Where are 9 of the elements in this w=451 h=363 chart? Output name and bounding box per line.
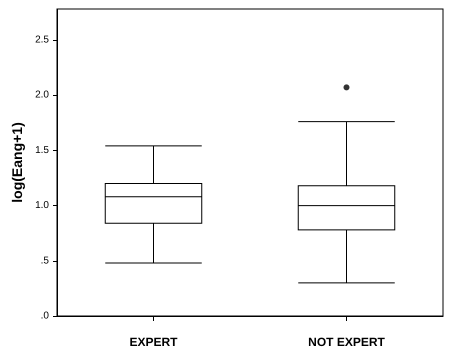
y-tick-label: 2.5	[35, 34, 50, 46]
y-tick-label: .0	[40, 310, 50, 322]
y-tick-label: 1.0	[35, 200, 50, 212]
y-tick-label: .5	[40, 255, 50, 266]
y-tick-label: 2.0	[35, 90, 50, 101]
y-axis-title: log(Eang+1)	[9, 122, 26, 203]
x-tick-label: NOT EXPERT	[308, 335, 386, 349]
y-tick-label: 1.5	[35, 144, 50, 156]
x-tick-label: EXPERT	[129, 335, 178, 349]
